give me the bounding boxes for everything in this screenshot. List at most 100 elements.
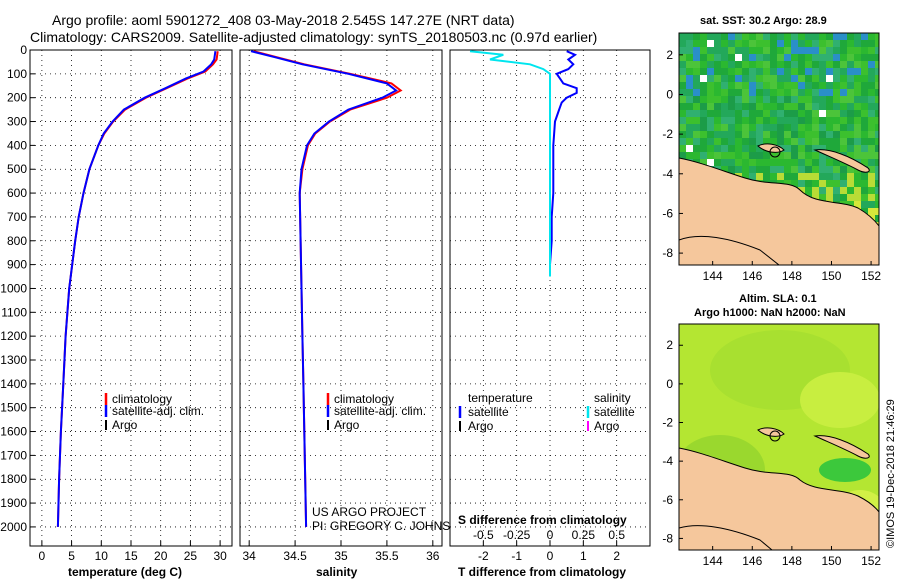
sst-cell (714, 68, 721, 75)
sst-cell (805, 131, 812, 138)
sst-cell (854, 138, 861, 145)
sst-cell (798, 89, 805, 96)
sst-cell (700, 96, 707, 103)
sst-cell (714, 124, 721, 131)
sst-cell (847, 145, 854, 152)
difference-panel: -2 -1 0 1 2 -0.5 -0.25 0 0.25 0.5 S difference f… (449, 49, 651, 579)
sst-cell (770, 124, 777, 131)
sst-cell (854, 96, 861, 103)
sst-cell (763, 47, 770, 54)
sst-cell (840, 131, 847, 138)
sst-cell (714, 145, 721, 152)
sla-argo-position (769, 430, 781, 442)
sst-cell (840, 40, 847, 47)
sst-cell (686, 75, 693, 82)
sst-cell (826, 131, 833, 138)
sst-cell (868, 47, 875, 54)
sst-cell (784, 33, 791, 40)
sst-cell (777, 103, 784, 110)
sst-cell (693, 96, 700, 103)
sst-cell (819, 159, 826, 166)
sst-cell (819, 103, 826, 110)
sst-cell (833, 145, 840, 152)
sst-cell (868, 152, 875, 159)
sst-cell (686, 96, 693, 103)
sst-cell (763, 40, 770, 47)
sst-cell (756, 131, 763, 138)
sla-map-title-1: Altim. SLA: 0.1 (739, 293, 817, 305)
sst-cell (833, 117, 840, 124)
y-tick-label: 400 (7, 138, 27, 152)
difference-xlabel: T difference from climatology (458, 565, 626, 579)
map-x-tick-label: 150 (821, 554, 841, 568)
sst-cell (700, 131, 707, 138)
sst-cell (721, 124, 728, 131)
sst-cell (714, 75, 721, 82)
sst-cell (812, 33, 819, 40)
sst-cell (679, 75, 686, 82)
sst-cell (868, 166, 875, 173)
sst-cell (826, 82, 833, 89)
sst-cell (819, 152, 826, 159)
sst-cell (756, 54, 763, 61)
sst-cell (784, 75, 791, 82)
sst-cell (791, 96, 798, 103)
sst-cell (847, 117, 854, 124)
sst-cell (742, 145, 749, 152)
sst-cell (693, 82, 700, 89)
x-tick-label: 10 (95, 549, 109, 563)
legend-climatology-label: climatology (112, 392, 172, 406)
sst-cell (812, 40, 819, 47)
sst-cell (861, 138, 868, 145)
sst-cell (728, 68, 735, 75)
sst-cell (875, 124, 879, 131)
sst-cell (861, 201, 868, 208)
sst-cell (875, 33, 879, 40)
sst-cell (840, 187, 847, 194)
sst-cell (770, 166, 777, 173)
sst-cell (847, 75, 854, 82)
sst-cell (693, 117, 700, 124)
figure-title-line1: Argo profile: aoml 5901272_408 03-May-20… (52, 12, 515, 28)
sst-cell (756, 33, 763, 40)
sst-cell (847, 89, 854, 96)
annotation-pi: PI: GREGORY C. JOHNSON (312, 519, 468, 533)
sst-cell (875, 138, 879, 145)
sst-cell (763, 117, 770, 124)
map-y-tick-label: -4 (662, 167, 673, 181)
sst-cell (812, 138, 819, 145)
sst-cell (742, 124, 749, 131)
sst-cell (686, 110, 693, 117)
legend-argo-label: Argo (334, 418, 360, 432)
sst-cell (763, 68, 770, 75)
sst-cell (693, 47, 700, 54)
sst-cell (840, 68, 847, 75)
sst-cell (826, 61, 833, 68)
sst-cell (728, 152, 735, 159)
sst-cell (707, 159, 714, 166)
y-tick-label: 900 (7, 258, 27, 272)
sst-cell (742, 33, 749, 40)
legend-climatology-label: climatology (334, 392, 394, 406)
sst-cell (749, 138, 756, 145)
sst-cell (784, 68, 791, 75)
sst-cell (679, 103, 686, 110)
sst-cell (714, 131, 721, 138)
series-line-satellite-adj-clim- (250, 50, 398, 527)
sst-cell (819, 33, 826, 40)
sst-cell (826, 68, 833, 75)
salinity-grid (240, 50, 442, 546)
sst-cell (714, 47, 721, 54)
sla-frame (678, 323, 880, 551)
sst-cell (833, 96, 840, 103)
sst-cell (840, 110, 847, 117)
sst-cell (833, 75, 840, 82)
sst-cell (728, 47, 735, 54)
sst-cell (819, 75, 826, 82)
x-tick-label: 35.5 (375, 549, 399, 563)
sst-cell (707, 82, 714, 89)
sst-cell (819, 68, 826, 75)
sst-cell (791, 110, 798, 117)
sst-cell (700, 54, 707, 61)
sst-cell (812, 96, 819, 103)
